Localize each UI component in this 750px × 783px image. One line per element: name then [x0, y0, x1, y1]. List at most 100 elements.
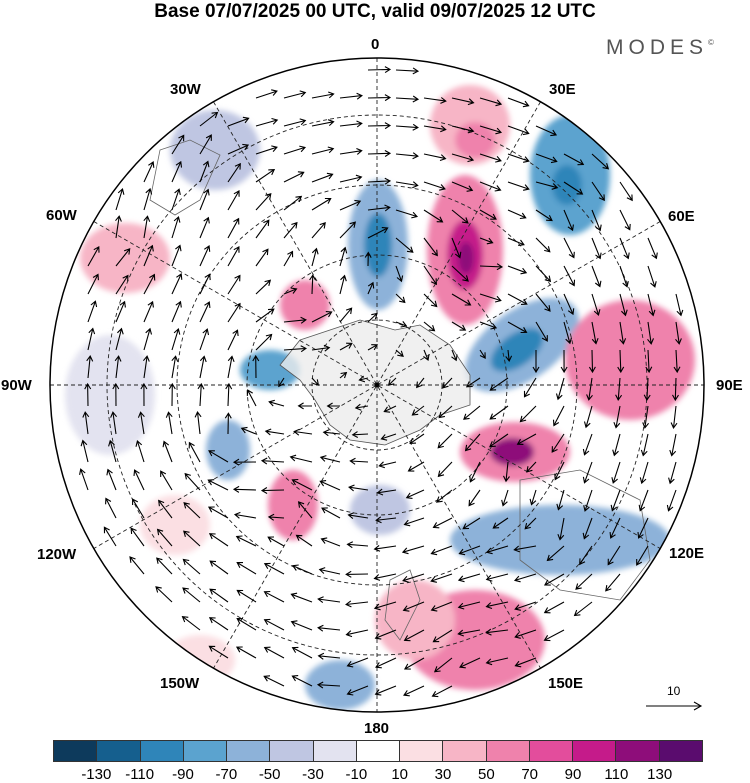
wind-vector	[367, 344, 379, 351]
wind-vector	[507, 153, 530, 163]
wind-vector	[409, 433, 425, 444]
positive-anomaly	[280, 280, 330, 330]
wind-vector	[647, 237, 658, 260]
reference-vector-label: 10	[667, 684, 681, 698]
wind-vector	[339, 371, 348, 379]
wind-vector	[130, 527, 145, 547]
wind-vector	[563, 181, 584, 195]
wind-vector	[339, 274, 347, 295]
wind-vector	[403, 685, 425, 697]
wind-vector	[291, 675, 313, 687]
wind-vector	[451, 349, 458, 362]
colorbar-swatch	[312, 741, 356, 761]
wind-vector	[464, 433, 481, 452]
wind-vector	[183, 502, 201, 519]
wind-vector	[423, 97, 447, 104]
lon-label-120w: 120W	[37, 546, 77, 563]
wind-vector	[348, 484, 369, 492]
wind-vector	[236, 618, 257, 631]
wind-vector	[423, 209, 444, 223]
wind-vector	[252, 354, 260, 379]
wind-vector	[423, 349, 430, 361]
wind-vector	[605, 573, 621, 592]
wind-vector	[373, 573, 397, 581]
wind-vector	[430, 601, 453, 612]
wind-vector	[526, 461, 537, 473]
wind-vector	[485, 657, 509, 666]
colorbar-swatch	[442, 741, 486, 761]
negative-anomaly-core	[364, 213, 392, 277]
positive-anomaly	[268, 470, 318, 540]
wind-vector	[255, 145, 278, 155]
wind-vector	[375, 516, 397, 524]
wind-vector	[582, 517, 593, 540]
wind-vector	[143, 161, 155, 183]
negative-anomaly	[65, 335, 155, 455]
wind-vector	[263, 618, 285, 631]
wind-vector	[479, 263, 504, 271]
wind-vector	[291, 564, 313, 575]
wind-vector	[462, 517, 481, 530]
wind-vector	[346, 657, 369, 668]
wind-vector	[617, 349, 625, 374]
wind-vector	[619, 209, 631, 231]
wind-vector	[291, 646, 313, 659]
wind-vector	[142, 355, 150, 379]
wind-vector	[267, 513, 285, 521]
wind-vector	[143, 327, 153, 351]
wind-vector	[395, 209, 419, 219]
wind-vector	[431, 685, 453, 698]
wind-vector	[171, 244, 182, 267]
wind-vector	[143, 215, 151, 239]
wind-vector	[349, 457, 369, 465]
wind-vector	[615, 377, 623, 401]
wind-vector	[411, 405, 425, 416]
wind-vector	[401, 545, 425, 555]
wind-vector	[326, 402, 340, 410]
wind-vector	[479, 237, 494, 245]
wind-vector	[263, 646, 285, 659]
wind-vector	[199, 245, 211, 267]
wind-vector	[283, 316, 307, 324]
lon-label-60w: 60W	[46, 207, 77, 224]
wind-vector	[112, 382, 120, 407]
wind-vector	[110, 411, 118, 435]
wind-vector	[432, 629, 453, 643]
wind-vector	[345, 570, 369, 578]
wind-vector	[320, 537, 341, 547]
wind-vector	[489, 433, 509, 448]
wind-vector	[289, 454, 313, 463]
wind-vector	[103, 526, 117, 547]
wind-vector	[583, 489, 593, 512]
wind-vector	[395, 349, 404, 358]
wind-vector	[260, 457, 285, 465]
positive-anomaly	[565, 300, 695, 420]
wind-vector	[435, 489, 453, 503]
wind-vector	[168, 382, 176, 407]
wind-vector	[395, 321, 408, 328]
wind-vector	[87, 300, 98, 323]
colorbar-tick-label: -30	[302, 766, 324, 783]
wind-vector	[240, 426, 257, 435]
wind-vector	[535, 265, 552, 283]
colorbar-tick-label: 110	[604, 766, 629, 783]
wind-vector	[311, 344, 331, 352]
colorbar-tick-label: -130	[81, 766, 112, 783]
wind-vector	[451, 125, 475, 134]
wind-vector	[492, 517, 509, 529]
wind-vector	[395, 123, 419, 131]
wind-vector	[115, 215, 122, 239]
wind-vector	[367, 150, 392, 157]
wind-vector	[403, 517, 425, 527]
wind-vector	[479, 349, 486, 360]
wind-vector	[227, 329, 239, 351]
wind-vector	[367, 94, 392, 102]
colorbar-swatch	[485, 741, 529, 761]
wind-vector	[367, 122, 392, 130]
wind-vector	[339, 246, 348, 267]
colorbar-swatch	[572, 741, 616, 761]
colorbar-swatch	[139, 741, 183, 761]
wind-vector	[264, 428, 285, 436]
wind-vector	[479, 125, 503, 135]
wind-vector	[591, 293, 601, 317]
